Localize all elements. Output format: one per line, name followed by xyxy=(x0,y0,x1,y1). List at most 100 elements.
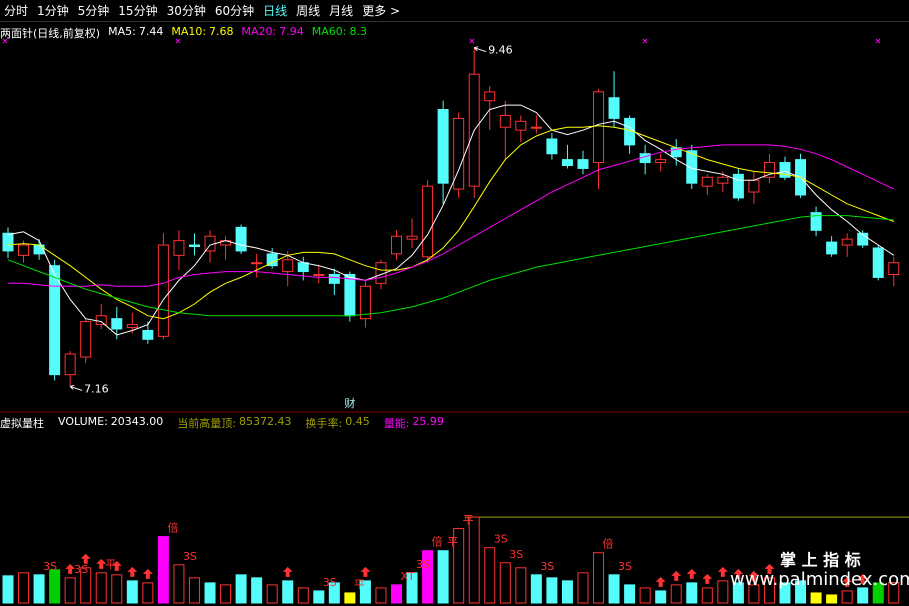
signal-arrow xyxy=(655,576,666,587)
tab[interactable]: 月线 xyxy=(329,4,354,18)
volume-bar xyxy=(546,577,558,604)
tab[interactable]: 30分钟 xyxy=(166,4,206,18)
legend-entry: MA20: 7.94 xyxy=(242,25,304,41)
volume-bar xyxy=(235,574,247,604)
ma-line xyxy=(7,104,895,336)
volume-bar xyxy=(608,574,620,604)
candle-body xyxy=(779,162,791,178)
annotation-label: 9.46 xyxy=(488,44,513,57)
signal-arrow xyxy=(702,573,713,584)
candle-body xyxy=(608,97,620,119)
volume-bar xyxy=(157,536,169,604)
volume-bar xyxy=(375,587,387,604)
candle-body xyxy=(546,138,558,155)
signal-arrow xyxy=(360,566,371,577)
candle-body xyxy=(841,238,853,246)
candle-body xyxy=(810,212,822,231)
legend-entry: MA60: 8.3 xyxy=(312,25,367,41)
candle-body xyxy=(577,159,589,169)
signal-label: 3S xyxy=(509,548,523,561)
candle-body xyxy=(701,176,713,187)
candle-body xyxy=(857,232,869,246)
signal-arrow xyxy=(857,573,868,584)
annotation-label: 7.16 xyxy=(84,382,109,395)
signal-arrow xyxy=(764,563,775,574)
candle-body xyxy=(328,273,340,284)
stat-label: 当前高量顶: xyxy=(177,417,236,430)
volume-bar xyxy=(142,582,154,604)
volume-bar xyxy=(437,550,449,604)
signal-label: 平 xyxy=(354,578,365,591)
candle-body xyxy=(748,179,760,193)
volume-bar xyxy=(391,584,402,604)
candle-body xyxy=(313,273,325,276)
stat-value: 20343.00 xyxy=(110,415,164,428)
candle-body xyxy=(142,329,154,340)
tab[interactable]: 5分钟 xyxy=(77,4,110,18)
candle-body xyxy=(359,285,371,320)
volume-bar xyxy=(717,580,729,604)
candle-body xyxy=(593,91,605,164)
stat-label: 换手率: xyxy=(305,417,343,430)
signal-label: 3S xyxy=(494,533,508,546)
stat-label: 量能: xyxy=(383,417,410,430)
candle-body xyxy=(732,173,744,199)
signal-label: 3S xyxy=(323,576,337,589)
stat: VOLUME: 20343.00 xyxy=(58,415,163,431)
candle-body xyxy=(64,353,76,376)
volume-bar xyxy=(282,580,294,604)
volume-bar xyxy=(779,582,791,604)
legend-name: MA20: xyxy=(241,25,277,38)
tab[interactable]: 周线 xyxy=(296,4,321,18)
tab[interactable]: 1分钟 xyxy=(37,4,69,18)
volume-bar xyxy=(857,587,869,604)
volume-bar xyxy=(266,584,278,604)
signal-arrow xyxy=(111,560,122,571)
signal-label: 倍 xyxy=(603,537,614,551)
stat-value: 0.45 xyxy=(345,415,370,428)
volume-bar xyxy=(111,574,123,604)
volume-bar xyxy=(468,516,480,604)
volume-bar xyxy=(888,582,900,604)
volume-bar xyxy=(344,592,356,604)
candle-body xyxy=(686,150,698,184)
volume-bar xyxy=(826,594,838,604)
candle-body xyxy=(406,235,418,240)
candle-body xyxy=(826,241,838,255)
legend-name: MA5: xyxy=(108,25,136,38)
volume-bar xyxy=(64,577,76,604)
tab[interactable]: 分时 xyxy=(4,4,29,18)
candle-body xyxy=(530,126,542,129)
volume-bar xyxy=(577,572,589,604)
annotation-arrow xyxy=(473,46,487,53)
candle-body xyxy=(297,262,309,273)
candle-body xyxy=(437,109,449,184)
candle-body xyxy=(655,159,667,164)
candle-body xyxy=(484,91,496,102)
tab[interactable]: 15分钟 xyxy=(118,4,158,18)
candle-body xyxy=(717,176,729,184)
legend-name: MA10: xyxy=(171,25,207,38)
candle-body xyxy=(173,240,185,256)
tab[interactable]: 日线 xyxy=(263,4,288,18)
stat: 换手率: 0.45 xyxy=(306,415,370,431)
volume-bar xyxy=(515,567,527,604)
volume-bar xyxy=(561,580,573,604)
volume-bar xyxy=(33,574,45,604)
volume-bar xyxy=(810,592,822,604)
tab[interactable]: 60分钟 xyxy=(214,4,255,18)
candle-body xyxy=(282,259,294,273)
volume-info: 虚拟量柱 VOLUME: 20343.00 当前高量顶: 85372.43 换手率: 0.4… xyxy=(0,415,444,431)
volume-bar xyxy=(763,577,775,604)
volume-bar xyxy=(795,580,807,604)
volume-bar xyxy=(686,582,698,604)
signal-arrow xyxy=(65,563,76,574)
legend-entry: MA10: 7.68 xyxy=(171,25,233,41)
volume-bar xyxy=(188,577,200,604)
tab[interactable]: 更多 > xyxy=(362,4,401,18)
watermark-url: www.palmindex.com xyxy=(730,569,909,590)
legend-entry: MA5: 7.44 xyxy=(108,25,163,41)
candle-body xyxy=(111,318,123,330)
volume-bar xyxy=(872,582,884,604)
